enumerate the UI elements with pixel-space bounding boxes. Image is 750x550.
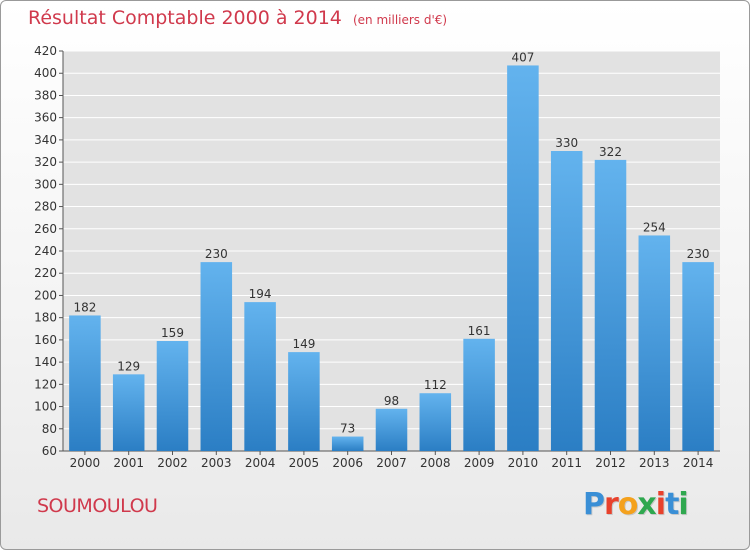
data-label: 230 — [205, 247, 228, 261]
y-tick-label: 100 — [34, 400, 57, 414]
y-tick-label: 220 — [34, 266, 57, 280]
data-label: 182 — [73, 300, 96, 314]
x-tick-label: 2006 — [332, 456, 363, 470]
y-tick-label: 360 — [34, 111, 57, 125]
logo-letter: o — [617, 487, 639, 522]
y-tick-label: 120 — [34, 377, 57, 391]
data-label: 254 — [643, 220, 666, 234]
bar — [682, 262, 714, 451]
y-tick-label: 200 — [34, 288, 57, 302]
y-tick-label: 260 — [34, 222, 57, 236]
bar — [156, 341, 189, 451]
x-tick-label: 2014 — [683, 456, 714, 470]
y-tick-label: 80 — [42, 422, 57, 436]
logo-letter: t — [665, 487, 679, 522]
y-tick-label: 160 — [34, 333, 57, 347]
y-tick-label: 300 — [34, 177, 57, 191]
data-label: 112 — [424, 378, 447, 392]
data-label: 73 — [340, 422, 355, 436]
y-tick-label: 280 — [34, 200, 57, 214]
x-tick-label: 2010 — [508, 456, 539, 470]
data-label: 161 — [468, 324, 491, 338]
x-tick-label: 2008 — [420, 456, 451, 470]
y-tick-label: 380 — [34, 88, 57, 102]
bar — [638, 235, 671, 451]
chart-title: Résultat Comptable 2000 à 2014 — [28, 7, 342, 29]
bar — [331, 436, 364, 451]
y-tick-label: 60 — [42, 444, 57, 458]
bar — [550, 151, 583, 451]
data-label: 129 — [117, 359, 140, 373]
logo-letter: P — [583, 487, 605, 522]
x-tick-label: 2001 — [113, 456, 144, 470]
bar — [419, 393, 452, 451]
x-tick-label: 2012 — [595, 456, 626, 470]
x-tick-label: 2002 — [157, 456, 188, 470]
bar — [200, 262, 233, 451]
data-label: 149 — [292, 337, 315, 351]
bar — [69, 315, 101, 451]
bar — [375, 408, 408, 451]
x-tick-label: 2004 — [245, 456, 276, 470]
logo-letter: i — [655, 487, 666, 522]
x-tick-label: 2003 — [201, 456, 232, 470]
y-tick-label: 400 — [34, 66, 57, 80]
x-tick-label: 2000 — [70, 456, 101, 470]
data-label: 159 — [161, 326, 184, 340]
x-tick-label: 2009 — [464, 456, 495, 470]
data-label: 230 — [687, 247, 710, 261]
logo-letter: i — [678, 487, 688, 522]
x-tick-label: 2013 — [639, 456, 670, 470]
commune-name: SOUMOULOU — [37, 495, 158, 517]
x-tick-label: 2005 — [289, 456, 320, 470]
bar — [594, 159, 627, 451]
logo-letter: r — [604, 487, 619, 522]
data-label: 407 — [511, 50, 534, 64]
data-label: 330 — [555, 136, 578, 150]
chart-subtitle: (en milliers d'€) — [352, 13, 448, 27]
data-label: 322 — [599, 145, 622, 159]
x-tick-label: 2007 — [376, 456, 407, 470]
y-tick-label: 240 — [34, 244, 57, 258]
y-tick-label: 420 — [34, 44, 57, 58]
y-tick-label: 320 — [34, 155, 57, 169]
data-label: 194 — [249, 287, 272, 301]
y-tick-label: 180 — [34, 311, 57, 325]
proxiti-logo[interactable]: Proxiti — [583, 487, 689, 522]
title-row: Résultat Comptable 2000 à 2014 (en milli… — [28, 7, 447, 29]
bar — [288, 352, 320, 451]
y-tick-label: 340 — [34, 133, 57, 147]
bar — [244, 302, 276, 451]
bar — [507, 65, 539, 451]
bar — [112, 374, 145, 451]
y-tick-label: 140 — [34, 355, 57, 369]
x-tick-label: 2011 — [551, 456, 582, 470]
bar — [463, 338, 495, 451]
logo-letter: x — [637, 487, 656, 522]
data-label: 98 — [384, 394, 399, 408]
